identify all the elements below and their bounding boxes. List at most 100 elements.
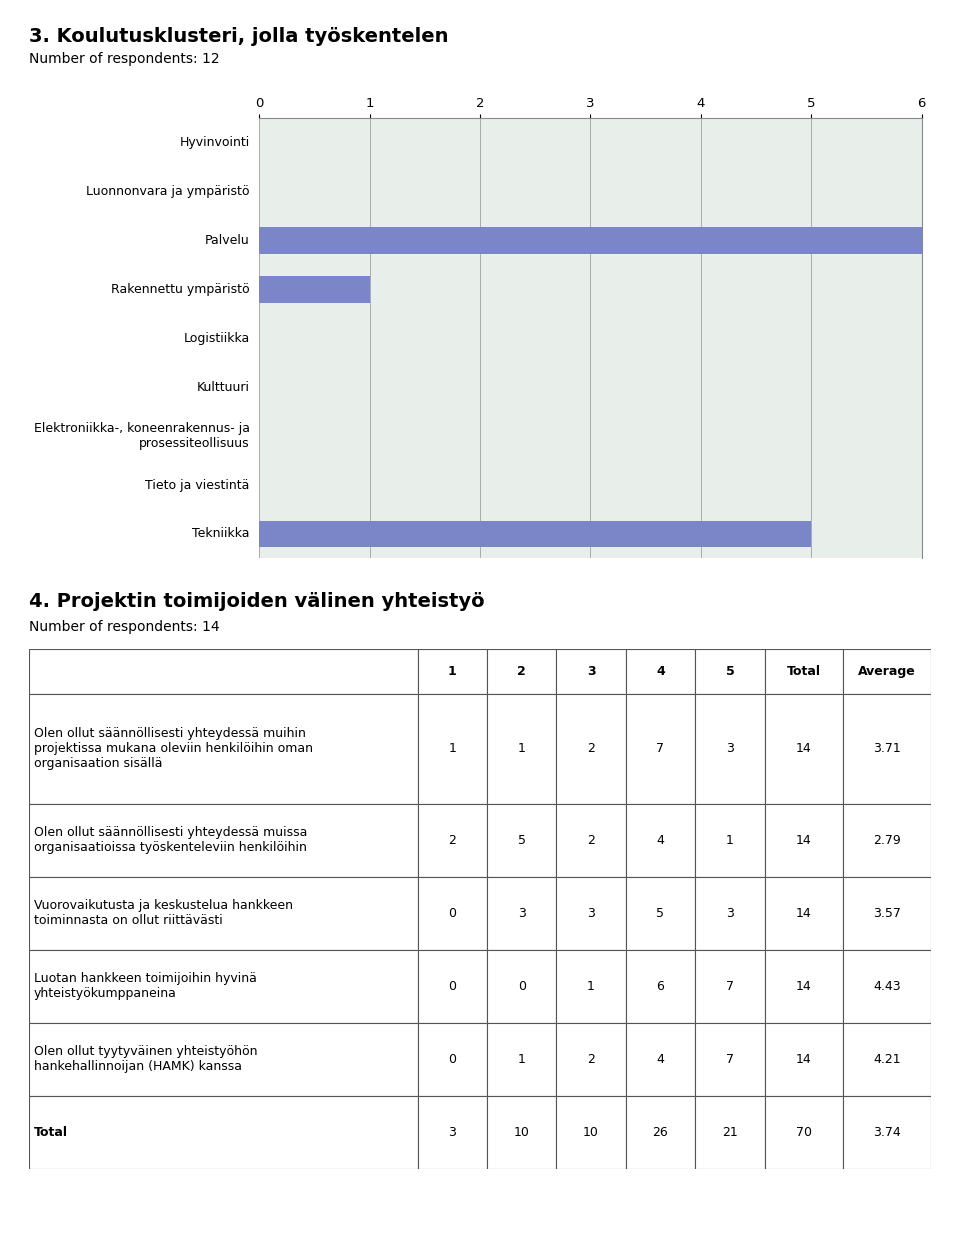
- Text: 14: 14: [796, 834, 812, 846]
- Bar: [626, 694, 695, 804]
- Bar: [626, 804, 695, 876]
- Bar: [487, 1096, 557, 1169]
- Text: 14: 14: [796, 907, 812, 920]
- Text: 7: 7: [726, 1052, 733, 1066]
- Bar: [626, 876, 695, 949]
- Bar: [557, 876, 626, 949]
- Text: 1: 1: [517, 742, 525, 756]
- Bar: [843, 1023, 931, 1096]
- Bar: [29, 1096, 418, 1169]
- Text: 1: 1: [588, 979, 595, 993]
- Bar: [557, 1096, 626, 1169]
- Text: 4: 4: [657, 834, 664, 846]
- Text: 2: 2: [588, 742, 595, 756]
- Text: 3: 3: [587, 665, 595, 678]
- Bar: [487, 804, 557, 876]
- Text: Luotan hankkeen toimijoihin hyvinä
yhteistyökumppaneina: Luotan hankkeen toimijoihin hyvinä yhtei…: [34, 972, 256, 1000]
- Text: Luonnonvara ja ympäristö: Luonnonvara ja ympäristö: [86, 185, 250, 197]
- Text: 2: 2: [588, 834, 595, 846]
- Bar: [259, 520, 811, 547]
- Bar: [557, 949, 626, 1023]
- Text: 14: 14: [796, 1052, 812, 1066]
- Text: 10: 10: [514, 1126, 530, 1138]
- Bar: [843, 1096, 931, 1169]
- Bar: [29, 949, 418, 1023]
- Bar: [626, 949, 695, 1023]
- Bar: [695, 649, 764, 694]
- Bar: [487, 876, 557, 949]
- Bar: [418, 649, 487, 694]
- Text: 4.21: 4.21: [874, 1052, 901, 1066]
- Text: 3: 3: [726, 907, 733, 920]
- Bar: [764, 876, 843, 949]
- Bar: [487, 649, 557, 694]
- Text: Rakennettu ympäristö: Rakennettu ympäristö: [111, 283, 250, 295]
- Text: 4.43: 4.43: [874, 979, 901, 993]
- Text: 1: 1: [726, 834, 733, 846]
- Bar: [557, 649, 626, 694]
- Bar: [418, 1023, 487, 1096]
- Bar: [418, 694, 487, 804]
- Bar: [418, 876, 487, 949]
- Bar: [764, 1023, 843, 1096]
- Bar: [695, 694, 764, 804]
- Text: 1: 1: [517, 1052, 525, 1066]
- Bar: [29, 876, 418, 949]
- Text: Hyvinvointi: Hyvinvointi: [180, 135, 250, 149]
- Bar: [843, 649, 931, 694]
- Bar: [764, 1096, 843, 1169]
- Bar: [29, 649, 418, 694]
- Text: Total: Total: [34, 1126, 67, 1138]
- Bar: [764, 804, 843, 876]
- Bar: [557, 804, 626, 876]
- Text: 14: 14: [796, 979, 812, 993]
- Text: Olen ollut tyytyväinen yhteistyöhön
hankehallinnoijan (HAMK) kanssa: Olen ollut tyytyväinen yhteistyöhön hank…: [34, 1045, 257, 1073]
- Text: Olen ollut säännöllisesti yhteydessä muissa
organisaatioissa työskenteleviin hen: Olen ollut säännöllisesti yhteydessä mui…: [34, 827, 307, 854]
- Text: 2: 2: [588, 1052, 595, 1066]
- Text: 3: 3: [448, 1126, 456, 1138]
- Bar: [695, 1096, 764, 1169]
- Bar: [29, 804, 418, 876]
- Text: 0: 0: [448, 1052, 456, 1066]
- Text: Elektroniikka-, koneenrakennus- ja
prosessiteollisuus: Elektroniikka-, koneenrakennus- ja prose…: [34, 422, 250, 450]
- Text: Total: Total: [787, 665, 821, 678]
- Bar: [764, 949, 843, 1023]
- Bar: [487, 694, 557, 804]
- Bar: [418, 949, 487, 1023]
- Bar: [843, 876, 931, 949]
- Text: 2: 2: [517, 665, 526, 678]
- Bar: [764, 649, 843, 694]
- Text: 70: 70: [796, 1126, 812, 1138]
- Text: Tekniikka: Tekniikka: [192, 527, 250, 541]
- Text: 7: 7: [726, 979, 733, 993]
- Text: 5: 5: [517, 834, 526, 846]
- Bar: [259, 276, 370, 303]
- Text: 3: 3: [517, 907, 525, 920]
- Text: Average: Average: [858, 665, 916, 678]
- Bar: [418, 1096, 487, 1169]
- Text: 3: 3: [588, 907, 595, 920]
- Bar: [843, 694, 931, 804]
- Text: 4: 4: [657, 1052, 664, 1066]
- Text: 14: 14: [796, 742, 812, 756]
- Text: 3.74: 3.74: [874, 1126, 901, 1138]
- Bar: [29, 694, 418, 804]
- Text: 3. Koulutusklusteri, jolla työskentelen: 3. Koulutusklusteri, jolla työskentelen: [29, 27, 448, 46]
- Text: 0: 0: [517, 979, 526, 993]
- Bar: [487, 1023, 557, 1096]
- Text: 4: 4: [656, 665, 665, 678]
- Text: 26: 26: [653, 1126, 668, 1138]
- Text: 1: 1: [448, 665, 457, 678]
- Text: 2.79: 2.79: [874, 834, 901, 846]
- Text: 1: 1: [448, 742, 456, 756]
- Text: Logistiikka: Logistiikka: [183, 331, 250, 345]
- Text: Vuorovaikutusta ja keskustelua hankkeen
toiminnasta on ollut riittävästi: Vuorovaikutusta ja keskustelua hankkeen …: [34, 900, 293, 927]
- Bar: [695, 949, 764, 1023]
- Text: 3.57: 3.57: [874, 907, 901, 920]
- Text: 7: 7: [657, 742, 664, 756]
- Text: 4. Projektin toimijoiden välinen yhteistyö: 4. Projektin toimijoiden välinen yhteist…: [29, 592, 485, 611]
- Text: Number of respondents: 14: Number of respondents: 14: [29, 620, 220, 634]
- Bar: [843, 949, 931, 1023]
- Text: Number of respondents: 12: Number of respondents: 12: [29, 52, 220, 66]
- Text: 0: 0: [448, 907, 456, 920]
